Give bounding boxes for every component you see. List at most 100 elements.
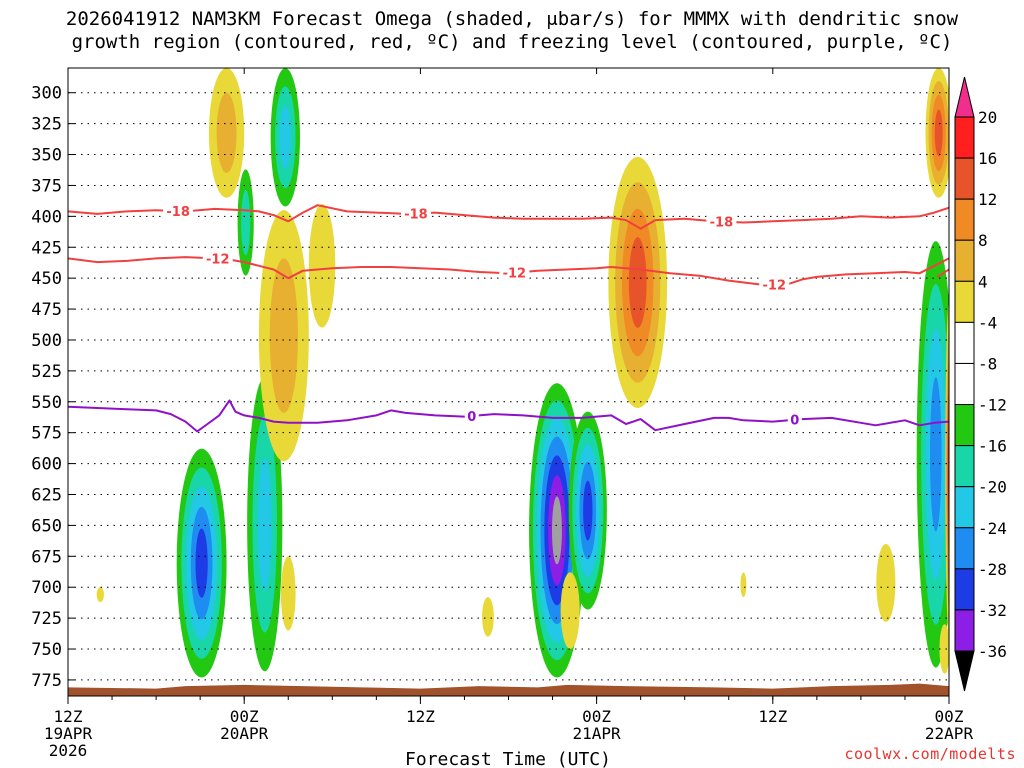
freezing-level-contour-label: 0 [467, 410, 476, 425]
colorbar: 20 16 12 8 4 -4 -8 -12 -16 -20 -24 -28 -32 -36 [954, 76, 1007, 692]
dgz-contour-0 [68, 204, 949, 230]
colorbar-segment [954, 527, 975, 570]
colorbar-label: -28 [978, 560, 1007, 579]
x-tick-label: 22APR [925, 724, 974, 743]
x-tick-label: 00Z [230, 707, 259, 726]
colorbar-bottom-arrow [954, 650, 975, 692]
y-tick-label: 500 [31, 331, 62, 351]
colorbar-segment [954, 609, 975, 652]
omega-feature-negative-5 [568, 411, 607, 610]
y-tick-label: 525 [31, 362, 62, 382]
y-tick-label: 725 [31, 609, 62, 629]
dgz-contour-label: -18 [404, 207, 428, 222]
y-tick-label: 350 [31, 146, 62, 166]
omega-feature-negative-0 [176, 448, 227, 678]
y-tick-label: 450 [31, 269, 62, 289]
colorbar-segment [954, 198, 975, 241]
colorbar-top-arrow [954, 76, 975, 118]
colorbar-segment [954, 445, 975, 488]
omega-feature-negative-1 [237, 169, 254, 276]
y-tick-label: 425 [31, 238, 62, 258]
y-tick-label: 325 [31, 115, 62, 135]
x-tick-label: 20APR [220, 724, 269, 743]
x-tick-label: 12Z [54, 707, 83, 726]
colorbar-label: -8 [978, 354, 997, 373]
colorbar-segment [954, 116, 975, 159]
colorbar-label: 16 [978, 149, 997, 168]
colorbar-label: -32 [978, 601, 1007, 620]
omega-feature-positive-19 [945, 302, 949, 637]
colorbar-label: -4 [978, 313, 997, 332]
chart-title-line-1: 2026041912 NAM3KM Forecast Omega (shaded… [65, 8, 959, 30]
omega-feature-negative-2 [247, 377, 283, 672]
omega-feature-positive-9 [308, 203, 336, 328]
x-tick-label: 21APR [573, 724, 622, 743]
colorbar-label: -16 [978, 437, 1007, 456]
omega-feature-positive-12 [925, 68, 949, 198]
colorbar-segment [954, 239, 975, 282]
colorbar-label: -20 [978, 478, 1007, 497]
x-axis-label: Forecast Time (UTC) [405, 749, 611, 768]
omega-feature-positive-18 [939, 624, 949, 674]
y-tick-label: 400 [31, 207, 62, 227]
omega-feature-negative-3 [270, 68, 300, 207]
terrain-surface [68, 683, 949, 696]
y-tick-label: 650 [31, 516, 62, 536]
omega-shading [96, 68, 949, 678]
dgz-contour-label: -18 [166, 205, 190, 220]
colorbar-segment [954, 157, 975, 200]
colorbar-segment [954, 321, 975, 364]
omega-feature-positive-17 [876, 543, 896, 622]
colorbar-label: 8 [978, 231, 988, 250]
y-tick-label: 600 [31, 455, 62, 475]
y-tick-label: 550 [31, 393, 62, 413]
x-tick-label: 19APR [44, 724, 93, 743]
y-tick-label: 375 [31, 176, 62, 196]
colorbar-segment [954, 404, 975, 447]
colorbar-label: -12 [978, 396, 1007, 415]
omega-feature-positive-14 [482, 597, 494, 637]
y-tick-label: 575 [31, 424, 62, 444]
y-tick-label: 750 [31, 640, 62, 660]
terrain-shading [68, 683, 949, 696]
dgz-contour-2 [936, 268, 949, 278]
credit-text: coolwx.com/modelts [844, 745, 1016, 763]
x-tick-label: 00Z [582, 707, 611, 726]
temperature-contours: -18 -18 -18 -12 -12 -12 0 0 [68, 204, 949, 433]
colorbar-label: -36 [978, 642, 1007, 661]
dgz-contour-label: -18 [710, 216, 734, 231]
colorbar-label: 12 [978, 190, 997, 209]
colorbar-segment [954, 568, 975, 611]
colorbar-segment [954, 280, 975, 323]
x-tick-label: 00Z [935, 707, 964, 726]
dgz-contour-label: -12 [503, 267, 527, 282]
omega-feature-positive-11 [608, 157, 668, 408]
omega-feature-positive-16 [740, 572, 747, 598]
chart-title-line-2: growth region (contoured, red, ºC) and f… [71, 31, 953, 53]
colorbar-label: 4 [978, 272, 988, 291]
omega-feature-positive-13 [96, 587, 104, 603]
x-tick-label: 2026 [49, 741, 88, 760]
dgz-contour-label: -12 [206, 253, 230, 268]
y-tick-label: 700 [31, 578, 62, 598]
omega-feature-negative-6 [916, 241, 949, 668]
y-tick-label: 300 [31, 84, 62, 104]
omega-feature-positive-7 [208, 68, 245, 198]
freezing-level-contour-0 [68, 399, 949, 433]
freezing-level-contour-label: 0 [790, 414, 799, 429]
colorbar-segment [954, 362, 975, 406]
x-tick-label: 12Z [406, 707, 435, 726]
y-tick-label: 475 [31, 300, 62, 320]
dgz-contour-label: -12 [763, 278, 787, 293]
axes: 300 325 350 375 400 425 450 475 500 525 550 575 600 6… [31, 68, 973, 760]
colorbar-label: 20 [978, 108, 997, 127]
colorbar-segment [954, 486, 975, 529]
x-tick-label: 12Z [758, 707, 787, 726]
y-tick-label: 625 [31, 485, 62, 505]
omega-feature-positive-10 [280, 556, 296, 631]
y-tick-label: 775 [31, 671, 62, 691]
omega-feature-positive-8 [258, 210, 309, 462]
colorbar-label: -24 [978, 519, 1007, 538]
y-tick-label: 675 [31, 547, 62, 567]
